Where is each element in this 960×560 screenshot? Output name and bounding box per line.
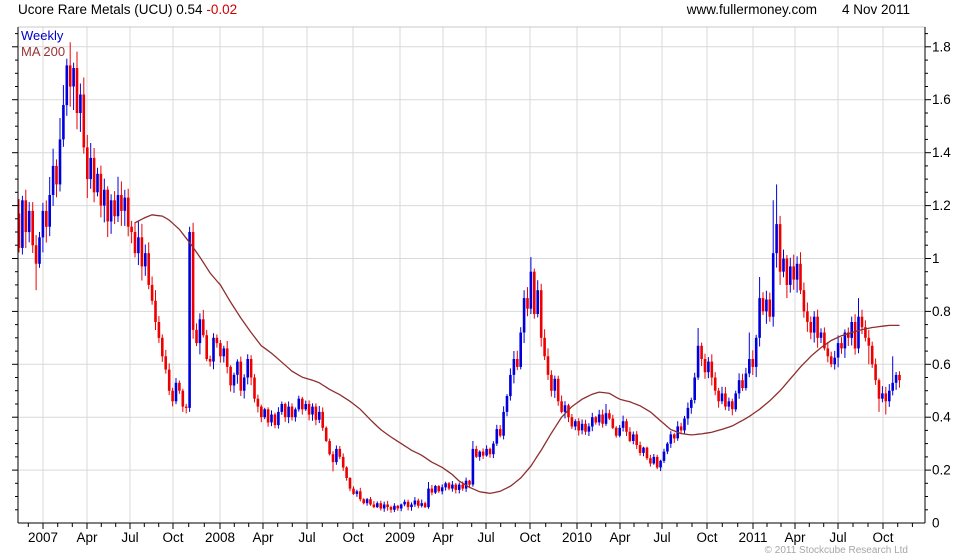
chart-title: Ucore Rare Metals (UCU) 0.54 -0.02 [18, 2, 237, 17]
x-axis-label: Apr [609, 530, 631, 545]
website-label: www.fullermoney.com [686, 2, 817, 17]
y-axis-label: 1.8 [932, 39, 951, 54]
x-axis-label: Jul [829, 530, 846, 545]
y-axis-label: 0.4 [932, 410, 951, 425]
legend-ma200: MA 200 [21, 44, 66, 59]
chart-date: 4 Nov 2011 [841, 2, 910, 17]
y-axis-label: 0 [932, 516, 940, 531]
x-axis-label: Apr [252, 530, 274, 545]
instrument-name-price: Ucore Rare Metals (UCU) 0.54 [18, 2, 203, 17]
x-axis-label: Apr [784, 530, 806, 545]
y-axis-label: 0.8 [932, 304, 951, 319]
x-axis-label: Jul [477, 530, 494, 545]
ma200-line [134, 214, 900, 495]
x-axis-label: Oct [696, 530, 717, 545]
x-axis-label: 2008 [205, 530, 235, 545]
x-axis-label: Oct [872, 530, 893, 545]
x-axis-label: Jul [298, 530, 315, 545]
x-axis-label: Apr [76, 530, 98, 545]
y-axis-label: 0.2 [932, 463, 951, 478]
x-axis-label: Jul [121, 530, 138, 545]
y-axis-label: 1.6 [932, 92, 951, 107]
x-axis-label: 2010 [562, 530, 592, 545]
y-axis-label: 0.6 [932, 357, 951, 372]
price-change: -0.02 [206, 2, 238, 17]
legend-interval: Weekly [21, 28, 64, 43]
x-axis-label: Oct [519, 530, 540, 545]
x-axis-label: 2009 [385, 530, 415, 545]
x-axis-label: Apr [432, 530, 454, 545]
x-axis-label: 2007 [28, 530, 58, 545]
y-axis-label: 1.2 [932, 198, 951, 213]
x-axis-label: Jul [653, 530, 670, 545]
copyright-notice: © 2011 Stockcube Research Ltd [764, 545, 908, 556]
y-axis-label: 1.4 [932, 145, 951, 160]
x-axis-label: Oct [162, 530, 183, 545]
x-axis-label: Oct [342, 530, 363, 545]
x-axis-label: 2011 [738, 530, 767, 545]
y-axis-label: 1 [932, 251, 940, 266]
